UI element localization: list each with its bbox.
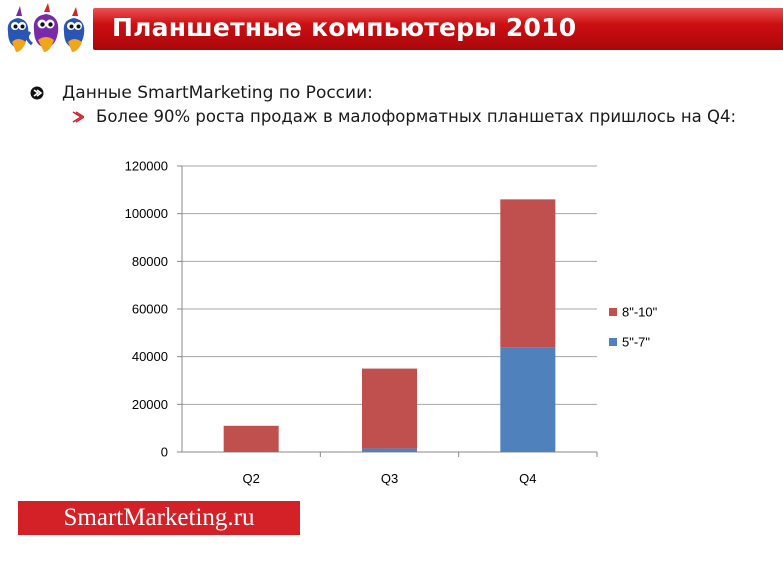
y-tick-label: 0 <box>161 445 168 460</box>
bullet-level1-text: Данные SmartMarketing по России: <box>62 83 373 103</box>
y-axis-ticks: 0 20000 40000 60000 80000 100000 120000 <box>125 159 168 460</box>
y-tick-label: 60000 <box>132 302 168 317</box>
legend-label: 8"-10" <box>622 305 658 320</box>
y-tick-label: 20000 <box>132 397 168 412</box>
legend-swatch <box>609 308 617 316</box>
chart-legend: 8"-10" 5"-7" <box>609 305 658 350</box>
y-tick-label: 120000 <box>125 159 168 174</box>
x-tick-label: Q2 <box>242 471 259 486</box>
x-axis-labels: Q2 Q3 Q4 <box>242 471 536 486</box>
footer-brand-box <box>18 501 300 535</box>
title-bar <box>93 8 783 50</box>
legend-label: 5"-7" <box>622 335 650 350</box>
y-tick-label: 100000 <box>125 206 168 221</box>
title-bar-gloss <box>93 8 783 24</box>
bullet-arrow-icon <box>30 86 44 100</box>
legend-swatch <box>609 338 617 346</box>
sub-bullet-arrow-icon <box>72 111 84 123</box>
bar-segment <box>223 425 279 452</box>
bullet-level2-text: Более 90% роста продаж в малоформатных п… <box>96 107 737 126</box>
bar-segment <box>362 368 417 449</box>
birds-logo-icon <box>7 3 85 52</box>
bar-segment <box>500 199 556 348</box>
x-tick-label: Q4 <box>519 471 536 486</box>
chart-bars <box>223 199 556 452</box>
x-tick-label: Q3 <box>381 471 398 486</box>
page-title: Планшетные компьютеры 2010 <box>112 13 577 42</box>
y-tick-label: 80000 <box>132 254 168 269</box>
bar-segment <box>500 347 556 452</box>
bar-segment <box>362 448 417 452</box>
footer-brand-text: SmartMarketing.ru <box>63 504 255 531</box>
y-tick-label: 40000 <box>132 349 168 364</box>
